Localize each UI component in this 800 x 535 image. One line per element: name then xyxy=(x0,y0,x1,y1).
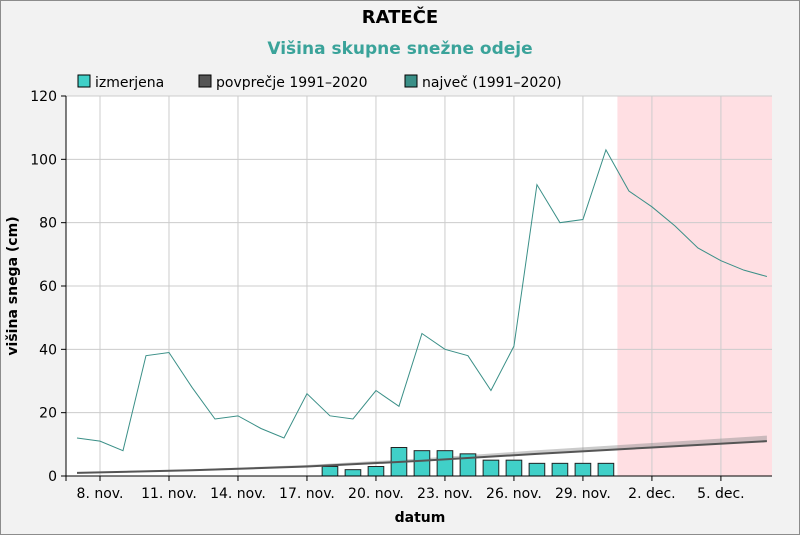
chart-subtitle: Višina skupne snežne odeje xyxy=(267,39,532,59)
legend-swatch-measured xyxy=(77,74,91,88)
legend-swatch-max xyxy=(404,74,418,88)
legend-label-max: največ (1991–2020) xyxy=(422,75,562,91)
measured-bar[interactable] xyxy=(505,459,523,477)
legend-label-average: povprečje 1991–2020 xyxy=(216,75,368,91)
y-axis-label: višina snega (cm) xyxy=(5,216,21,355)
grid xyxy=(66,95,772,477)
x-axis-label: datum xyxy=(395,510,446,526)
y-tick-label: 0 xyxy=(48,469,57,485)
x-tick-label: 11. nov. xyxy=(141,486,197,502)
average-line xyxy=(76,440,767,474)
legend-item-average[interactable]: povprečje 1991–2020 xyxy=(198,74,368,91)
y-tick-label: 80 xyxy=(39,216,57,232)
x-tick-label: 23. nov. xyxy=(417,486,473,502)
legend-swatch-average xyxy=(198,74,212,88)
measured-bar[interactable] xyxy=(436,450,454,477)
x-tick-label: 20. nov. xyxy=(348,486,404,502)
x-tick-label: 29. nov. xyxy=(555,486,611,502)
y-tick-label: 60 xyxy=(39,279,57,295)
measured-bar[interactable] xyxy=(551,462,569,477)
measured-bar[interactable] xyxy=(367,466,385,477)
measured-bar[interactable] xyxy=(321,466,339,477)
measured-bar[interactable] xyxy=(344,469,362,477)
y-tick-label: 100 xyxy=(30,152,57,168)
legend-item-max[interactable]: največ (1991–2020) xyxy=(404,74,562,91)
y-tick-label: 20 xyxy=(39,406,57,422)
x-tick-label: 5. dec. xyxy=(697,486,744,502)
axes: 0 20 40 60 80 100 120 8. nov. 11. nov. 14. nov. 17… xyxy=(30,89,772,502)
measured-bar[interactable] xyxy=(574,462,592,477)
measured-bar[interactable] xyxy=(597,462,615,477)
legend: izmerjena povprečje 1991–2020 največ (19… xyxy=(77,74,562,91)
x-tick-label: 2. dec. xyxy=(628,486,675,502)
measured-bar[interactable] xyxy=(482,459,500,477)
x-tick-label: 14. nov. xyxy=(210,486,266,502)
y-tick-label: 40 xyxy=(39,342,57,358)
x-tick-label: 17. nov. xyxy=(279,486,335,502)
y-tick-label: 120 xyxy=(30,89,57,105)
x-tick-label: 8. nov. xyxy=(77,486,124,502)
measured-bar[interactable] xyxy=(413,450,431,477)
legend-label-measured: izmerjena xyxy=(95,75,164,91)
legend-item-measured[interactable]: izmerjena xyxy=(77,74,164,91)
max-line xyxy=(76,148,768,452)
chart-title: RATEČE xyxy=(362,6,438,28)
measured-bar[interactable] xyxy=(528,462,546,477)
x-tick-label: 26. nov. xyxy=(486,486,542,502)
